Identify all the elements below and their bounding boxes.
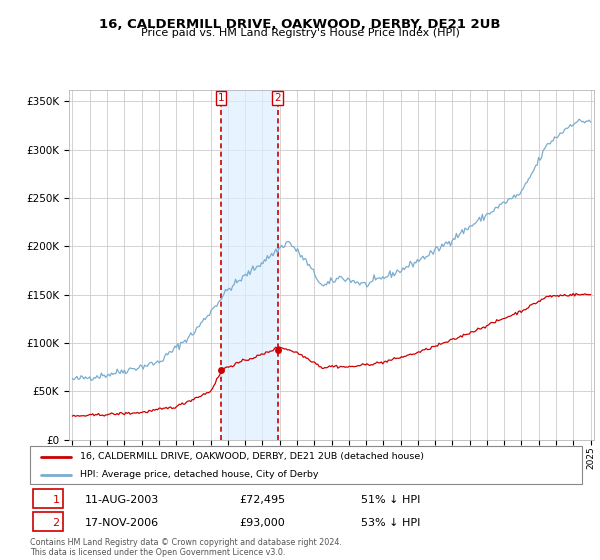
- Text: 17-NOV-2006: 17-NOV-2006: [85, 518, 160, 528]
- FancyBboxPatch shape: [30, 446, 582, 484]
- Text: 16, CALDERMILL DRIVE, OAKWOOD, DERBY, DE21 2UB: 16, CALDERMILL DRIVE, OAKWOOD, DERBY, DE…: [99, 18, 501, 31]
- Text: 2: 2: [274, 94, 281, 104]
- FancyBboxPatch shape: [33, 489, 63, 508]
- Text: £93,000: £93,000: [240, 518, 286, 528]
- FancyBboxPatch shape: [33, 512, 63, 531]
- Text: Price paid vs. HM Land Registry's House Price Index (HPI): Price paid vs. HM Land Registry's House …: [140, 28, 460, 38]
- Text: 51% ↓ HPI: 51% ↓ HPI: [361, 495, 421, 505]
- Text: Contains HM Land Registry data © Crown copyright and database right 2024.
This d: Contains HM Land Registry data © Crown c…: [30, 538, 342, 557]
- Text: 11-AUG-2003: 11-AUG-2003: [85, 495, 160, 505]
- Text: 1: 1: [52, 495, 59, 505]
- Text: £72,495: £72,495: [240, 495, 286, 505]
- Text: 53% ↓ HPI: 53% ↓ HPI: [361, 518, 421, 528]
- Text: 2: 2: [52, 518, 59, 528]
- Bar: [221, 90, 278, 440]
- Text: 1: 1: [218, 94, 224, 104]
- Text: HPI: Average price, detached house, City of Derby: HPI: Average price, detached house, City…: [80, 470, 318, 479]
- Text: 16, CALDERMILL DRIVE, OAKWOOD, DERBY, DE21 2UB (detached house): 16, CALDERMILL DRIVE, OAKWOOD, DERBY, DE…: [80, 452, 424, 461]
